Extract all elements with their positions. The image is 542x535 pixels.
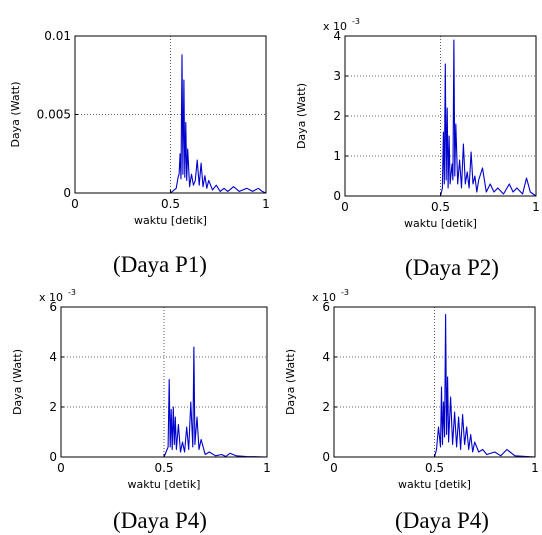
y-axis-label: Daya (Watt) <box>284 349 297 415</box>
x-tick-label: 0 <box>71 197 79 211</box>
y-tick-label: 4 <box>49 350 57 364</box>
x-tick-label: 0.5 <box>425 461 444 475</box>
x-tick-label: 1 <box>262 197 270 211</box>
figure-caption: (Daya P2) <box>405 255 499 280</box>
chart-panel-4: 0 0.5 1 0 2 4 6x 10 -3 waktu [detik] Daya (Watt) (… <box>284 288 539 533</box>
x-tick-label: 1 <box>531 461 539 475</box>
x-tick-label: 0 <box>57 461 65 475</box>
data-series-line <box>61 346 268 458</box>
axis-multiplier-exponent: -3 <box>341 288 349 297</box>
x-axis-label: waktu [detik] <box>398 478 471 491</box>
y-tick-label: 2 <box>322 400 330 414</box>
figure-caption: (Daya P4) <box>113 508 207 533</box>
y-tick-label: 1 <box>333 149 341 163</box>
y-axis-label: Daya (Watt) <box>11 349 24 415</box>
chart-panel-1: 0 0.5 1 0 0.005 0.01 waktu [detik] Daya (Watt) (… <box>9 29 270 277</box>
y-tick-label: 6 <box>322 300 330 314</box>
y-tick-label: 0 <box>322 450 330 464</box>
x-tick-label: 0.5 <box>154 461 173 475</box>
data-series-line <box>75 54 267 194</box>
axis-multiplier-exponent: -3 <box>68 288 76 297</box>
y-axis-label: Daya (Watt) <box>9 81 22 147</box>
x-tick-label: 1 <box>263 461 271 475</box>
x-tick-label: 0 <box>341 200 349 214</box>
y-tick-label: 0 <box>333 189 341 203</box>
y-tick-label: 0.005 <box>37 108 71 122</box>
data-series-line <box>334 313 536 458</box>
y-tick-label: 6 <box>49 300 57 314</box>
y-tick-label: 0 <box>49 450 57 464</box>
y-tick-label: 2 <box>49 400 57 414</box>
axis-multiplier: x 10 <box>323 20 347 33</box>
y-tick-label: 3 <box>333 69 341 83</box>
x-tick-label: 1 <box>532 200 540 214</box>
chart-panel-2: 0 0.5 1 0 1 2 3 4x 10 -3 waktu [detik] Daya (Watt)… <box>295 17 540 280</box>
axis-multiplier: x 10 <box>39 291 63 304</box>
x-axis-label: waktu [detik] <box>404 217 477 230</box>
x-axis-label: waktu [detik] <box>134 214 207 227</box>
y-tick-label: 4 <box>333 29 341 43</box>
axis-multiplier-exponent: -3 <box>352 17 360 26</box>
y-tick-label: 0.01 <box>44 29 71 43</box>
chart-panel-3: 0 0.5 1 0 2 4 6x 10 -3 waktu [detik] Daya (Watt) (… <box>11 288 271 533</box>
figure-caption: (Daya P1) <box>113 252 207 277</box>
x-tick-label: 0.5 <box>161 197 180 211</box>
figure-caption: (Daya P4) <box>395 508 489 533</box>
y-tick-label: 4 <box>322 350 330 364</box>
x-tick-label: 0.5 <box>431 200 450 214</box>
axis-multiplier: x 10 <box>312 291 336 304</box>
data-series-line <box>345 39 537 197</box>
x-axis-label: waktu [detik] <box>128 478 201 491</box>
y-axis-label: Daya (Watt) <box>295 83 308 149</box>
y-tick-label: 0 <box>63 186 71 200</box>
y-tick-label: 2 <box>333 109 341 123</box>
x-tick-label: 0 <box>330 461 338 475</box>
